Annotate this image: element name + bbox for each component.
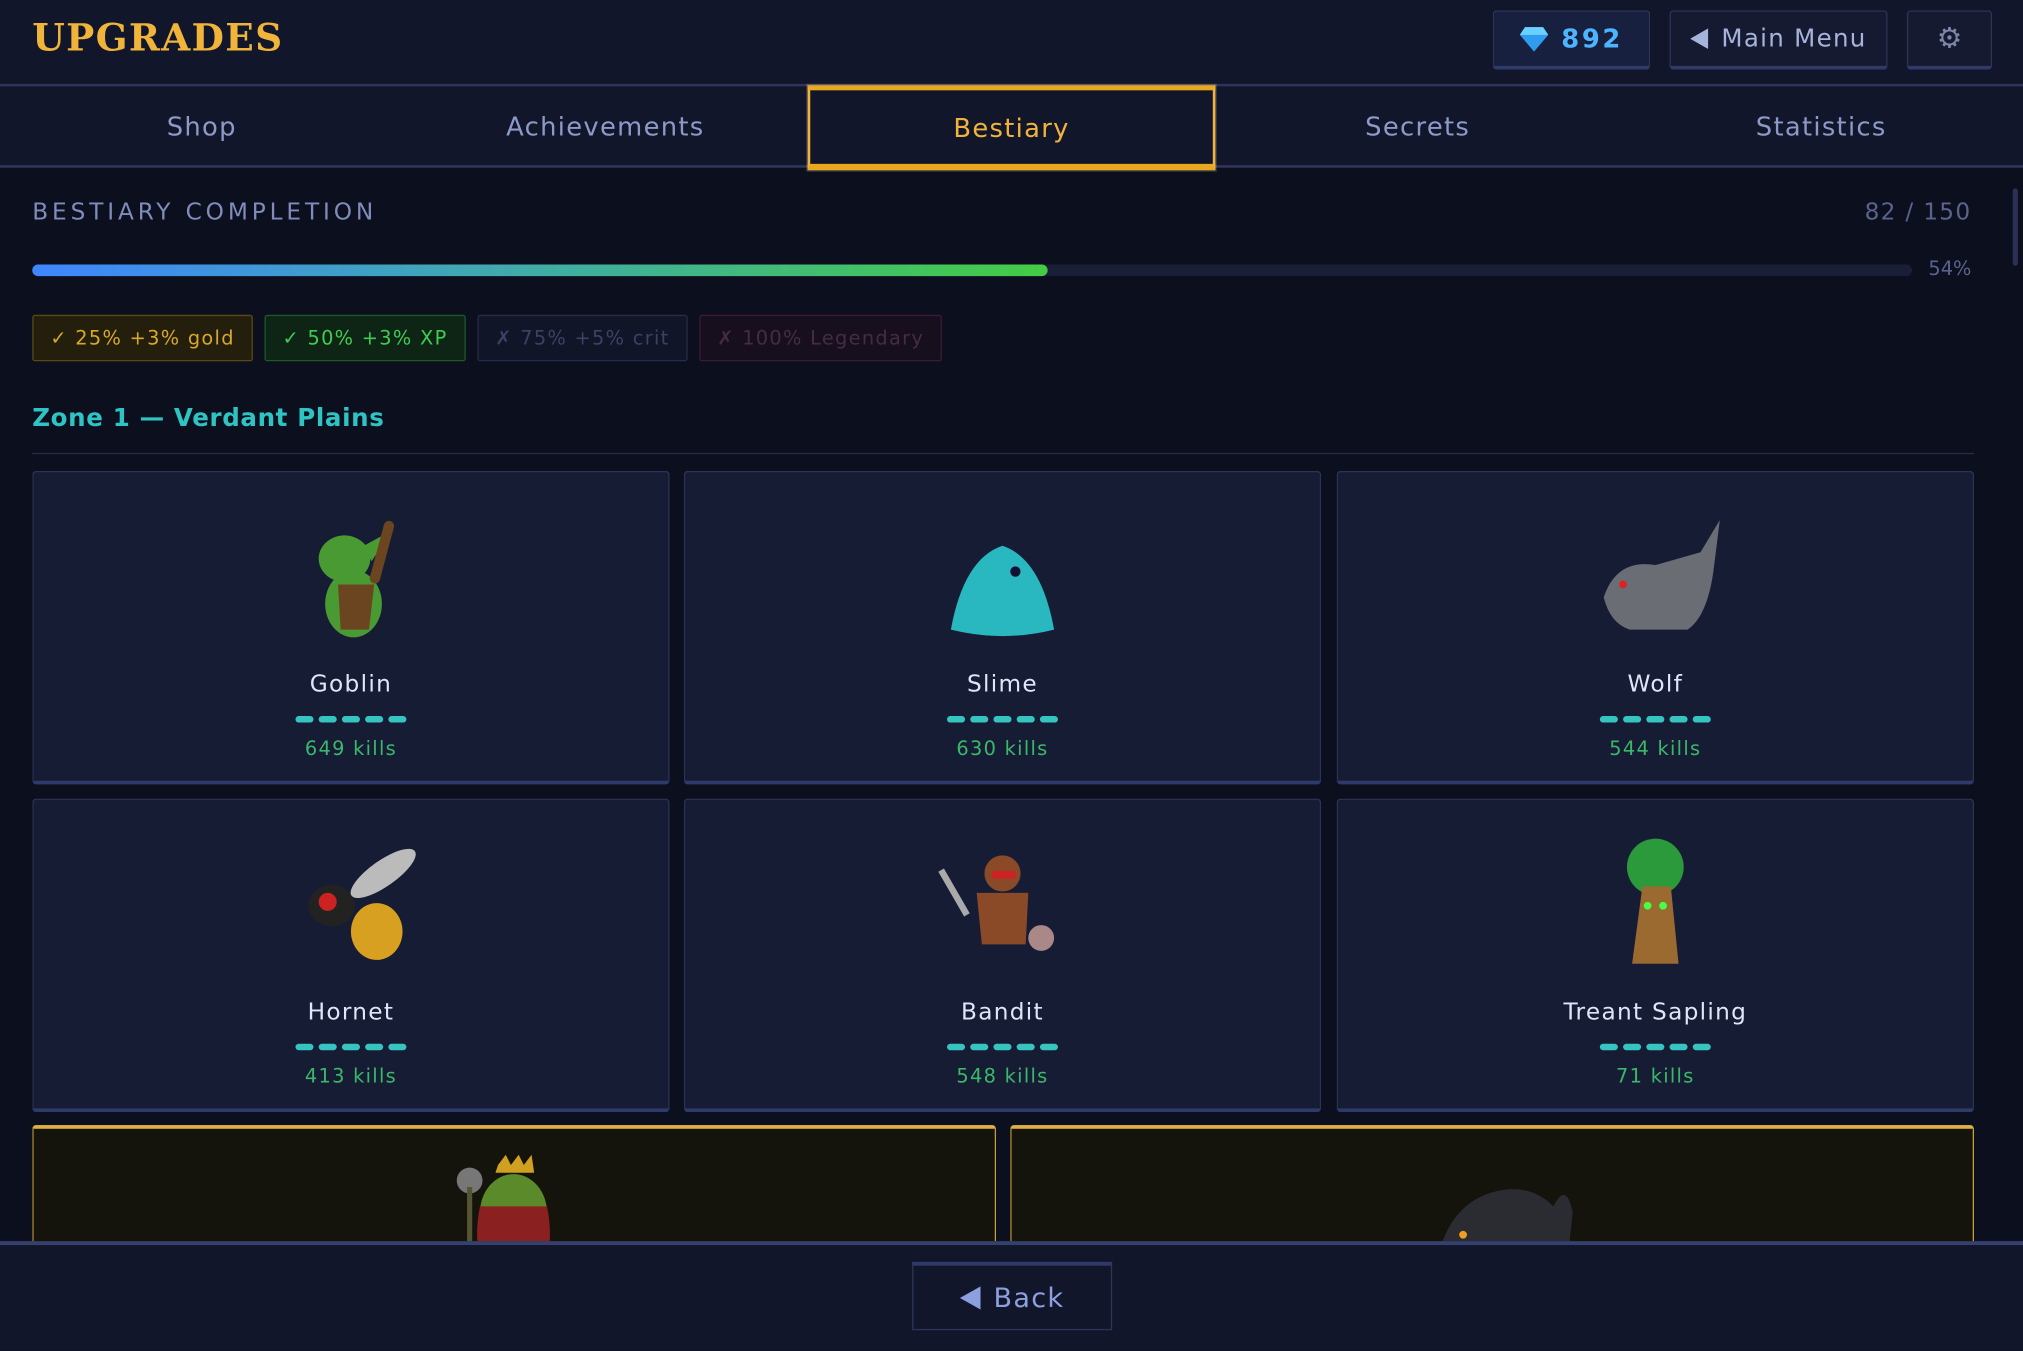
star-pip xyxy=(318,1043,337,1051)
star-pip xyxy=(1016,1043,1035,1051)
star-pip xyxy=(1039,716,1058,723)
star-pip xyxy=(1599,716,1618,723)
star-pip xyxy=(388,716,407,723)
gear-icon: ⚙ xyxy=(1936,22,1963,55)
star-pip xyxy=(295,716,314,723)
star-pip xyxy=(1646,716,1665,723)
rank-pips xyxy=(295,1043,407,1051)
monster-name: Slime xyxy=(966,670,1038,698)
tab-shop[interactable]: Shop xyxy=(166,110,237,142)
gem-counter: 892 xyxy=(1492,10,1651,70)
back-label: Back xyxy=(993,1281,1065,1313)
triangle-left-icon xyxy=(959,1285,981,1309)
star-pip xyxy=(1692,1043,1711,1051)
rank-pips xyxy=(947,1043,1058,1051)
star-pip xyxy=(1623,1043,1642,1051)
star-pip xyxy=(947,716,966,723)
kill-count: 630 kills xyxy=(956,736,1049,760)
rank-pips xyxy=(947,716,1058,723)
goblin-king-sprite xyxy=(456,1154,550,1253)
star-pip xyxy=(365,716,384,723)
monster-name: Bandit xyxy=(961,998,1044,1026)
star-pip xyxy=(1016,716,1035,723)
monster-sprite xyxy=(308,848,416,960)
star-pip xyxy=(1039,1043,1058,1051)
star-pip xyxy=(388,1043,407,1051)
kill-count: 71 kills xyxy=(1616,1064,1695,1088)
boss-card-goblin-king[interactable] xyxy=(32,1125,997,1255)
rank-pips xyxy=(295,716,407,723)
star-pip xyxy=(1623,716,1642,723)
settings-button[interactable]: ⚙ xyxy=(1906,10,1993,70)
monster-name: Hornet xyxy=(307,998,395,1026)
tab-bar: Shop Achievements Bestiary Secrets Stati… xyxy=(0,85,2023,171)
scrollbar-thumb[interactable] xyxy=(2012,188,2018,266)
zone-title: Zone 1 — Verdant Plains xyxy=(32,403,385,433)
main-menu-button[interactable]: Main Menu xyxy=(1669,10,1888,70)
scrollbar[interactable] xyxy=(2010,170,2020,1241)
star-pip xyxy=(365,1043,384,1051)
monster-card[interactable]: Wolf 544 kills xyxy=(1336,470,1975,785)
milestone-100: ✗ 100% Legendary xyxy=(699,314,943,362)
star-pip xyxy=(970,716,989,723)
monster-name: Wolf xyxy=(1627,670,1684,698)
monster-name: Treant Sapling xyxy=(1563,998,1748,1026)
star-pip xyxy=(1669,716,1688,723)
page-title: UPGRADES xyxy=(32,15,284,60)
star-pip xyxy=(295,1043,314,1051)
kill-count: 548 kills xyxy=(956,1064,1049,1088)
monster-card[interactable]: Goblin 649 kills xyxy=(32,470,670,785)
monster-card[interactable]: Treant Sapling 71 kills xyxy=(1336,798,1975,1113)
milestone-75: ✗ 75% +5% crit xyxy=(477,314,688,362)
monster-card[interactable]: Hornet 413 kills xyxy=(32,798,670,1113)
star-pip xyxy=(1599,1043,1618,1051)
kill-count: 413 kills xyxy=(304,1064,397,1088)
kill-count: 649 kills xyxy=(304,736,397,760)
star-pip xyxy=(1646,1043,1665,1051)
monster-sprite xyxy=(318,520,395,638)
monster-sprite xyxy=(1603,519,1720,630)
star-pip xyxy=(341,1043,360,1051)
monster-sprite xyxy=(938,855,1055,951)
star-pip xyxy=(341,716,360,723)
completion-percent: 54% xyxy=(1928,256,1972,280)
tab-secrets[interactable]: Secrets xyxy=(1365,110,1471,142)
boss-card-dire-wolf[interactable] xyxy=(1010,1125,1975,1255)
tab-achievements[interactable]: Achievements xyxy=(506,110,705,142)
milestone-25: ✓ 25% +3% gold xyxy=(32,314,253,362)
gem-count: 892 xyxy=(1561,23,1623,55)
footer-bar: Back xyxy=(0,1241,2023,1351)
monster-card[interactable]: Slime 630 kills xyxy=(683,470,1322,785)
star-pip xyxy=(1669,1043,1688,1051)
monster-sprite xyxy=(950,545,1055,637)
tab-statistics[interactable]: Statistics xyxy=(1755,110,1887,142)
milestone-50: ✓ 50% +3% XP xyxy=(264,314,466,362)
dire-wolf-sprite xyxy=(1438,1189,1573,1253)
divider xyxy=(32,452,1975,455)
monster-card[interactable]: Bandit 548 kills xyxy=(683,798,1322,1113)
star-pip xyxy=(1692,716,1711,723)
progress-fill xyxy=(32,264,1048,277)
rank-pips xyxy=(1599,716,1711,723)
star-pip xyxy=(993,1043,1012,1051)
monster-sprite xyxy=(1626,838,1684,964)
top-bar: UPGRADES 892 Main Menu ⚙ xyxy=(0,0,2023,87)
star-pip xyxy=(970,1043,989,1051)
milestone-badges: ✓ 25% +3% gold ✓ 50% +3% XP ✗ 75% +5% cr… xyxy=(32,314,943,362)
triangle-left-icon xyxy=(1690,28,1709,50)
rank-pips xyxy=(1599,1043,1711,1051)
gem-icon xyxy=(1520,27,1549,52)
kill-count: 544 kills xyxy=(1609,736,1702,760)
main-menu-label: Main Menu xyxy=(1721,24,1867,53)
back-button[interactable]: Back xyxy=(912,1261,1113,1331)
completion-count: 82 / 150 xyxy=(1864,198,1972,226)
star-pip xyxy=(993,716,1012,723)
completion-label: BESTIARY COMPLETION xyxy=(32,198,378,226)
star-pip xyxy=(947,1043,966,1051)
star-pip xyxy=(318,716,337,723)
tab-bestiary[interactable]: Bestiary xyxy=(807,85,1216,171)
monster-name: Goblin xyxy=(309,670,393,698)
completion-progress-bar xyxy=(32,264,1913,277)
